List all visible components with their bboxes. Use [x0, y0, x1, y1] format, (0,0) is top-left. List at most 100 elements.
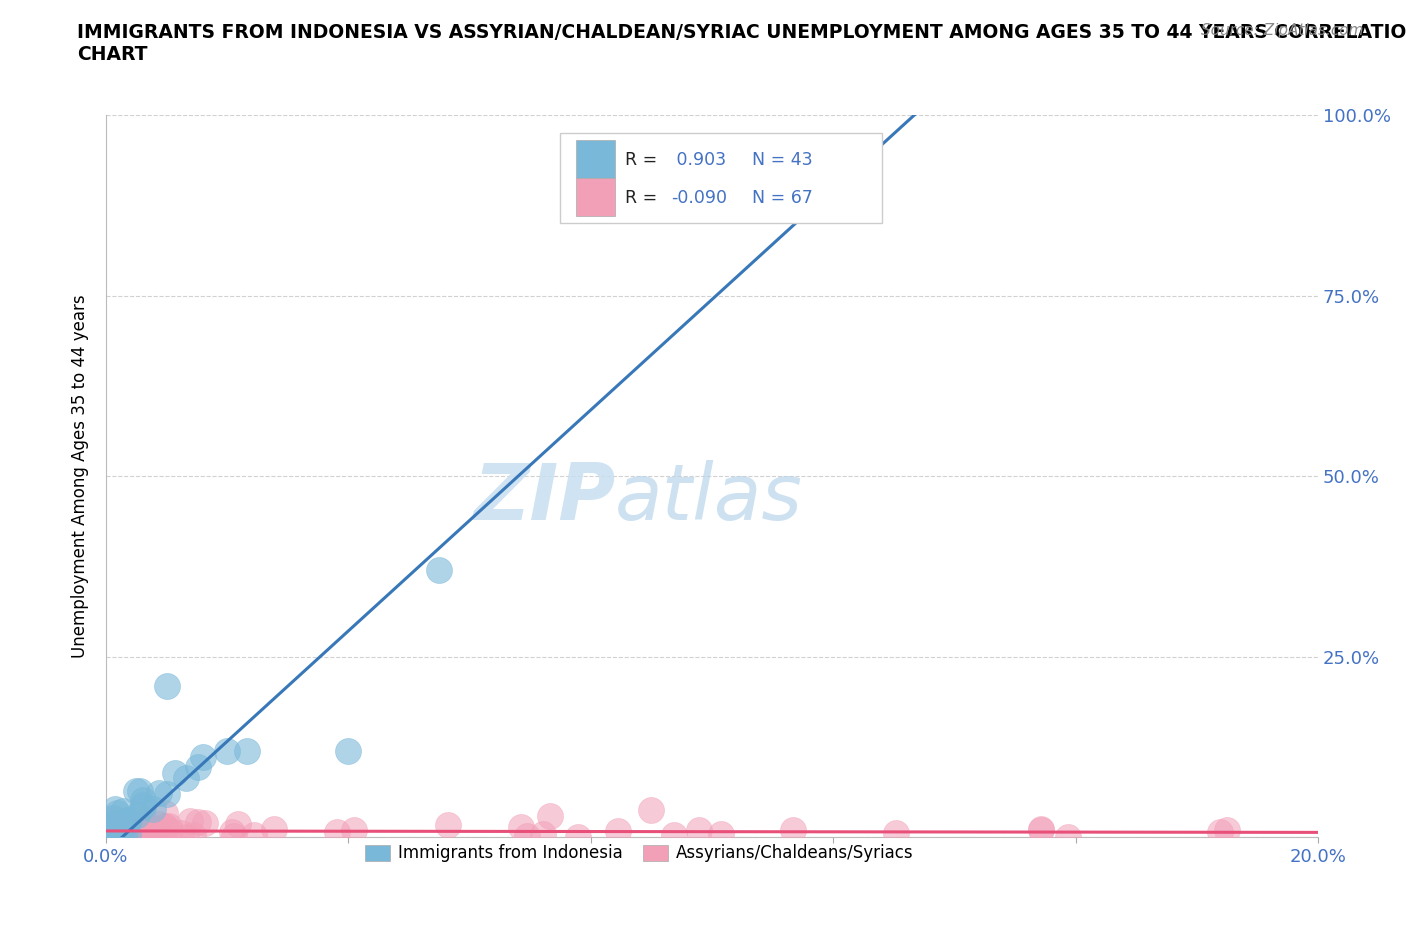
Point [104, 802, 127, 817]
Point [243, 828, 266, 843]
Point [531, 827, 554, 842]
Point [538, 808, 561, 823]
Point [155, 678, 177, 693]
Point [437, 817, 460, 832]
Point [155, 820, 177, 835]
Point [149, 827, 172, 842]
Point [124, 818, 146, 833]
Point [121, 826, 143, 841]
Point [148, 824, 170, 839]
Point [108, 820, 131, 835]
Point [337, 743, 360, 758]
Point [325, 825, 347, 840]
Text: atlas: atlas [614, 460, 803, 536]
Point [110, 824, 132, 839]
Point [884, 826, 907, 841]
Point [1031, 821, 1053, 836]
Point [263, 822, 285, 837]
Point [117, 813, 139, 828]
FancyBboxPatch shape [561, 133, 882, 223]
Point [343, 822, 366, 837]
Point [193, 750, 215, 764]
Point [112, 815, 135, 830]
Point [110, 824, 132, 839]
Point [215, 743, 238, 758]
Text: -0.090: -0.090 [671, 189, 727, 206]
Point [155, 818, 177, 833]
Point [110, 817, 132, 832]
Point [139, 822, 162, 837]
Point [132, 792, 155, 807]
Point [136, 826, 159, 841]
Point [235, 743, 257, 758]
Text: CHART: CHART [77, 45, 148, 63]
Point [97, 830, 120, 844]
FancyBboxPatch shape [576, 179, 614, 216]
Point [165, 765, 187, 780]
Point [100, 812, 122, 827]
Point [107, 819, 129, 834]
Point [176, 830, 198, 844]
Point [427, 563, 450, 578]
Point [117, 827, 139, 842]
Point [156, 787, 179, 802]
Point [97, 830, 120, 844]
Point [662, 828, 685, 843]
Text: R =: R = [624, 189, 662, 206]
Point [135, 823, 157, 838]
Point [1031, 822, 1053, 837]
Point [125, 784, 148, 799]
Point [128, 823, 150, 838]
Point [226, 817, 249, 831]
Y-axis label: Unemployment Among Ages 35 to 44 years: Unemployment Among Ages 35 to 44 years [72, 295, 89, 658]
Point [104, 821, 127, 836]
Point [138, 820, 160, 835]
Point [510, 820, 533, 835]
Point [97, 830, 120, 844]
Point [221, 824, 243, 839]
Point [157, 818, 180, 833]
Legend: Immigrants from Indonesia, Assyrians/Chaldeans/Syriacs: Immigrants from Indonesia, Assyrians/Cha… [359, 838, 921, 869]
Point [118, 823, 141, 838]
Text: N = 43: N = 43 [752, 151, 813, 168]
Point [606, 824, 628, 839]
Text: N = 67: N = 67 [752, 189, 813, 206]
Point [97, 821, 120, 836]
Point [112, 804, 135, 818]
Point [142, 820, 165, 835]
Point [174, 770, 197, 785]
Point [181, 828, 204, 843]
Point [105, 805, 128, 820]
Point [222, 828, 245, 843]
Point [131, 799, 153, 814]
Point [640, 803, 662, 817]
Point [159, 823, 181, 838]
Point [1057, 830, 1080, 844]
Point [688, 822, 710, 837]
Text: 0.903: 0.903 [671, 151, 725, 168]
Point [125, 807, 148, 822]
Point [132, 811, 155, 826]
Point [117, 812, 139, 827]
Point [179, 814, 201, 829]
Point [100, 830, 122, 844]
Point [134, 828, 156, 843]
Point [153, 805, 176, 820]
Point [129, 821, 152, 836]
Point [104, 815, 127, 830]
Point [136, 826, 159, 841]
Point [104, 818, 127, 833]
Point [118, 828, 141, 843]
Text: R =: R = [624, 151, 662, 168]
Point [103, 811, 125, 826]
Point [120, 825, 142, 840]
Point [194, 816, 217, 830]
Point [567, 830, 589, 844]
Point [105, 825, 128, 840]
Point [170, 826, 193, 841]
Point [100, 824, 122, 839]
Point [132, 798, 155, 813]
Point [149, 822, 172, 837]
Text: ZIP: ZIP [472, 460, 614, 536]
Point [129, 784, 152, 799]
